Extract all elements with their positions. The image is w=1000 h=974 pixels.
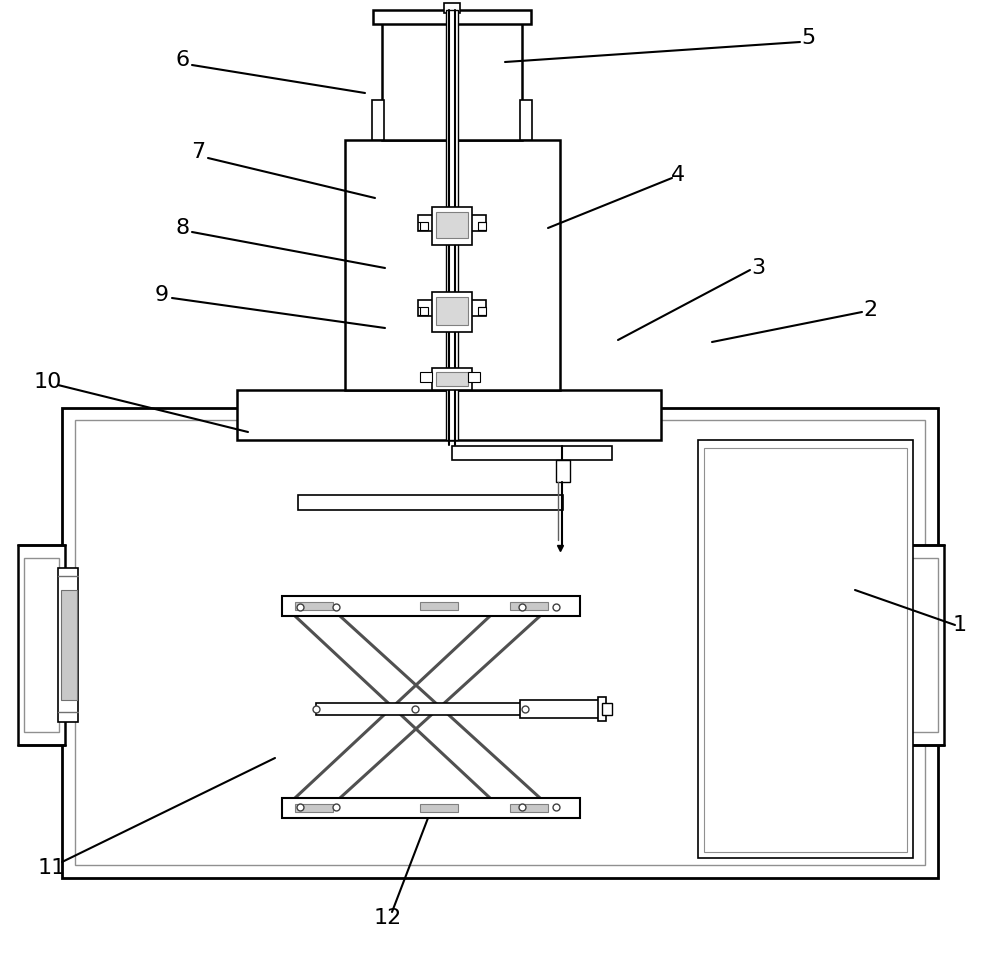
Bar bbox=[75, 420, 925, 865]
Text: 6: 6 bbox=[176, 50, 190, 70]
Bar bbox=[288, 600, 574, 613]
Bar bbox=[598, 697, 606, 721]
Bar bbox=[248, 396, 650, 434]
Bar bbox=[316, 703, 526, 715]
Bar bbox=[698, 440, 913, 858]
Bar bbox=[872, 568, 894, 722]
Bar bbox=[556, 460, 570, 482]
Bar bbox=[510, 804, 548, 812]
Bar bbox=[420, 222, 428, 230]
Text: 9: 9 bbox=[155, 285, 169, 305]
Bar bbox=[436, 372, 468, 386]
Text: 7: 7 bbox=[191, 142, 205, 162]
Bar bbox=[452, 446, 612, 460]
Bar bbox=[398, 28, 506, 120]
Bar bbox=[704, 448, 907, 852]
Bar bbox=[478, 307, 486, 315]
Bar bbox=[62, 408, 938, 878]
Bar bbox=[420, 307, 428, 315]
Bar bbox=[382, 18, 522, 140]
Bar bbox=[58, 568, 78, 722]
Text: 11: 11 bbox=[38, 858, 66, 878]
Bar bbox=[304, 499, 557, 508]
Bar bbox=[418, 300, 486, 316]
Bar bbox=[288, 802, 574, 815]
Bar bbox=[282, 596, 580, 616]
Bar bbox=[345, 140, 560, 390]
Bar bbox=[873, 590, 889, 700]
Bar bbox=[61, 590, 77, 700]
Bar bbox=[420, 804, 458, 812]
Text: 12: 12 bbox=[374, 908, 402, 928]
Text: 5: 5 bbox=[801, 28, 815, 48]
Bar bbox=[432, 207, 472, 245]
Bar bbox=[478, 222, 486, 230]
Bar bbox=[372, 100, 384, 140]
Bar bbox=[237, 390, 661, 440]
Bar bbox=[468, 372, 480, 382]
Bar bbox=[602, 703, 612, 715]
Bar bbox=[436, 297, 468, 325]
Bar bbox=[420, 372, 432, 382]
Bar bbox=[24, 558, 59, 732]
Bar bbox=[432, 368, 472, 390]
Bar bbox=[418, 215, 486, 231]
Bar bbox=[18, 545, 65, 745]
Text: 8: 8 bbox=[176, 218, 190, 238]
Text: 1: 1 bbox=[953, 615, 967, 635]
Text: 4: 4 bbox=[671, 165, 685, 185]
Bar bbox=[373, 10, 531, 24]
Text: 3: 3 bbox=[751, 258, 765, 278]
Bar bbox=[436, 212, 468, 238]
Bar bbox=[898, 558, 938, 732]
Text: 2: 2 bbox=[863, 300, 877, 320]
Bar bbox=[520, 100, 532, 140]
Bar bbox=[356, 148, 549, 382]
Bar bbox=[432, 292, 472, 332]
Bar bbox=[282, 798, 580, 818]
Bar bbox=[390, 24, 514, 132]
Bar bbox=[295, 804, 333, 812]
Bar bbox=[420, 602, 458, 610]
Bar bbox=[444, 3, 460, 13]
Bar bbox=[295, 602, 333, 610]
Bar bbox=[446, 10, 458, 440]
Bar bbox=[892, 545, 944, 745]
Bar bbox=[520, 700, 600, 718]
Bar bbox=[510, 602, 548, 610]
Bar bbox=[298, 495, 563, 510]
Text: 10: 10 bbox=[34, 372, 62, 392]
